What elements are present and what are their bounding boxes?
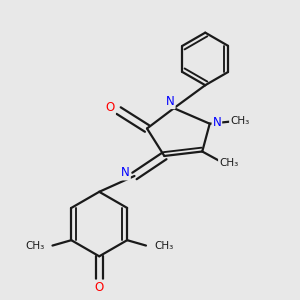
Text: CH₃: CH₃ bbox=[230, 116, 249, 126]
Text: N: N bbox=[166, 95, 175, 108]
Text: O: O bbox=[106, 101, 115, 114]
Text: CH₃: CH₃ bbox=[219, 158, 238, 168]
Text: CH₃: CH₃ bbox=[25, 241, 44, 250]
Text: O: O bbox=[94, 280, 104, 294]
Text: N: N bbox=[121, 167, 130, 179]
Text: N: N bbox=[212, 116, 221, 129]
Text: CH₃: CH₃ bbox=[154, 241, 173, 250]
